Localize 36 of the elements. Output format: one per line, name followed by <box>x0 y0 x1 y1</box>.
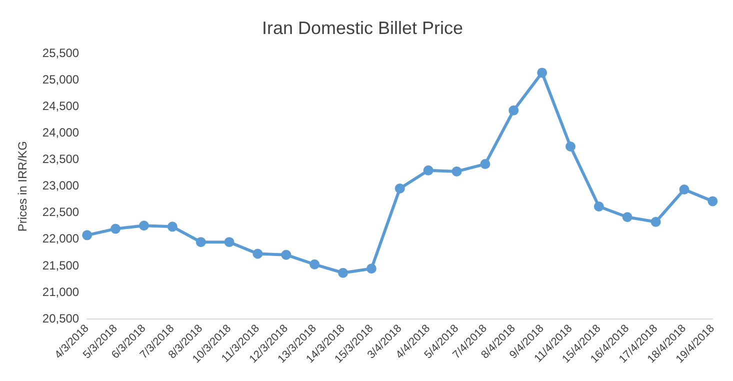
point <box>622 212 632 222</box>
point <box>452 166 462 176</box>
y-axis-title: Prices in IRR/KG <box>16 140 30 232</box>
point <box>281 250 292 260</box>
point <box>252 248 263 259</box>
y-tick-label: 25,500 <box>42 46 80 60</box>
chart-title: Iran Domestic Billet Price <box>262 18 464 38</box>
point <box>423 165 434 176</box>
point <box>338 268 348 278</box>
point <box>679 184 690 195</box>
y-tick-label: 25,000 <box>42 72 80 86</box>
point <box>537 68 548 78</box>
point <box>394 183 405 194</box>
y-tick-label: 24,000 <box>42 126 80 140</box>
point <box>138 220 149 231</box>
point <box>366 264 376 274</box>
point <box>310 259 320 270</box>
y-tick-label: 22,000 <box>42 232 80 246</box>
point <box>650 216 661 227</box>
point <box>196 237 206 248</box>
point <box>480 159 490 170</box>
y-tick-label: 21,500 <box>42 258 80 272</box>
y-tick-label: 22,500 <box>42 205 80 220</box>
point <box>565 142 576 152</box>
y-tick-label: 23,000 <box>42 178 80 193</box>
y-tick-label: 24,500 <box>42 99 80 114</box>
point <box>224 237 234 248</box>
point <box>708 196 718 206</box>
y-tick-label: 23,500 <box>42 152 80 166</box>
point <box>594 202 604 212</box>
point <box>167 222 178 232</box>
y-tick-label: 20,500 <box>42 311 80 326</box>
y-tick-label: 21,000 <box>42 284 80 299</box>
point <box>110 224 121 234</box>
point <box>82 230 92 240</box>
point <box>508 105 519 116</box>
